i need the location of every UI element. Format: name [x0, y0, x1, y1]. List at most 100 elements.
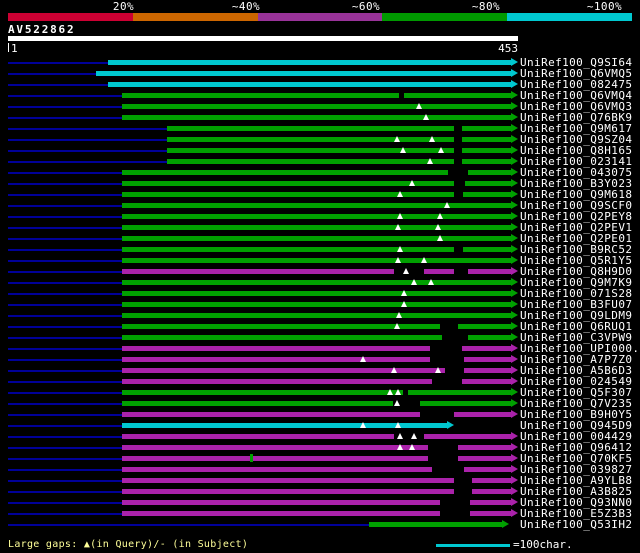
- lead-line: [8, 216, 123, 218]
- alignment-bar[interactable]: [122, 280, 511, 285]
- alignment-bar[interactable]: [122, 170, 511, 175]
- row-label[interactable]: UniRef100_Q5R1Y5: [520, 254, 633, 267]
- row-label[interactable]: UniRef100_071S28: [520, 287, 633, 300]
- query-gap-triangle-icon: [401, 301, 408, 307]
- alignment-bar[interactable]: [122, 368, 511, 373]
- alignment-bar[interactable]: [122, 357, 511, 362]
- alignment-bar[interactable]: [122, 104, 511, 109]
- alignment-bar[interactable]: [122, 192, 511, 197]
- alignment-bar[interactable]: [122, 203, 511, 208]
- alignment-bar[interactable]: [122, 511, 511, 516]
- alignment-bar[interactable]: [122, 379, 511, 384]
- alignment-row: UniRef100_Q6VMQ3: [0, 101, 640, 112]
- alignment-bar[interactable]: [122, 434, 511, 439]
- arrow-head: [511, 113, 518, 121]
- alignment-bar[interactable]: [122, 346, 511, 351]
- alignment-bar[interactable]: [122, 489, 511, 494]
- row-label[interactable]: UniRef100_Q76BK9: [520, 111, 633, 124]
- alignment-bar[interactable]: [122, 313, 511, 318]
- row-label[interactable]: UniRef100_Q6VMQ4: [520, 89, 633, 102]
- row-label[interactable]: UniRef100_Q7V235: [520, 397, 633, 410]
- row-label[interactable]: UniRef100_Q9M617: [520, 122, 633, 135]
- row-label[interactable]: UniRef100_A9YLB8: [520, 474, 633, 487]
- row-label[interactable]: UniRef100_082475: [520, 78, 633, 91]
- row-label[interactable]: UniRef100_Q6VMQ5: [520, 67, 633, 80]
- row-label[interactable]: UniRef100_Q5F307: [520, 386, 633, 399]
- alignment-bar[interactable]: [107, 82, 511, 87]
- alignment-bar[interactable]: [107, 60, 511, 65]
- alignment-bar[interactable]: [122, 236, 511, 241]
- row-label[interactable]: UniRef100_Q6VMQ3: [520, 100, 633, 113]
- row-label[interactable]: UniRef100_024549: [520, 375, 633, 388]
- alignment-row: UniRef100_E5Z3B3: [0, 508, 640, 519]
- lead-line: [8, 381, 123, 383]
- alignment-bar[interactable]: [368, 522, 503, 527]
- row-label[interactable]: UniRef100_039827: [520, 463, 633, 476]
- alignment-bar[interactable]: [122, 302, 511, 307]
- row-label[interactable]: UniRef100_Q9SZ04: [520, 133, 633, 146]
- row-label[interactable]: UniRef100_043075: [520, 166, 633, 179]
- row-label[interactable]: UniRef100_E5Z3B3: [520, 507, 633, 520]
- row-label[interactable]: UniRef100_Q945D9: [520, 419, 633, 432]
- alignment-bar[interactable]: [122, 478, 511, 483]
- row-label[interactable]: UniRef100_023141: [520, 155, 633, 168]
- alignment-bar[interactable]: [166, 126, 511, 131]
- row-label[interactable]: UniRef100_A3B825: [520, 485, 633, 498]
- alignment-bar[interactable]: [122, 247, 511, 252]
- alignment-bar[interactable]: [166, 148, 511, 153]
- alignment-bar[interactable]: [122, 467, 511, 472]
- row-label[interactable]: UniRef100_Q9M618: [520, 188, 633, 201]
- row-label[interactable]: UniRef100_Q2PE01: [520, 232, 633, 245]
- alignment-row: UniRef100_Q9LDM9: [0, 310, 640, 321]
- row-label[interactable]: UniRef100_B9H0Y5: [520, 408, 633, 421]
- alignment-bar[interactable]: [122, 412, 511, 417]
- alignment-bar[interactable]: [122, 390, 511, 395]
- row-label[interactable]: UniRef100_A7P7Z0: [520, 353, 633, 366]
- alignment-bar[interactable]: [166, 137, 511, 142]
- row-label[interactable]: UniRef100_Q2PEY8: [520, 210, 633, 223]
- query-gap-triangle-icon: [391, 367, 398, 373]
- row-label[interactable]: UniRef100_Q9SCF0: [520, 199, 633, 212]
- row-label[interactable]: UniRef100_Q96412: [520, 441, 633, 454]
- row-label[interactable]: UniRef100_Q93NN0: [520, 496, 633, 509]
- row-label[interactable]: UniRef100_Q70KF5: [520, 452, 633, 465]
- alignment-bar[interactable]: [122, 335, 511, 340]
- arrow-head: [511, 234, 518, 242]
- row-label[interactable]: UniRef100_C3VPW9: [520, 331, 633, 344]
- alignment-bar[interactable]: [122, 181, 511, 186]
- row-label[interactable]: UniRef100_UPI000...: [520, 342, 640, 355]
- alignment-bar[interactable]: [122, 93, 511, 98]
- alignment-bar[interactable]: [122, 423, 447, 428]
- alignment-bar[interactable]: [122, 225, 511, 230]
- alignment-bar[interactable]: [122, 291, 511, 296]
- row-label[interactable]: UniRef100_Q8H165: [520, 144, 633, 157]
- row-label[interactable]: UniRef100_004429: [520, 430, 633, 443]
- alignment-bar[interactable]: [122, 258, 511, 263]
- row-label[interactable]: UniRef100_B3FU07: [520, 298, 633, 311]
- alignment-bar[interactable]: [166, 159, 511, 164]
- row-label[interactable]: UniRef100_Q8H9D0: [520, 265, 633, 278]
- alignment-row: UniRef100_043075: [0, 167, 640, 178]
- row-label[interactable]: UniRef100_Q9SI64: [520, 56, 633, 69]
- alignment-bar[interactable]: [122, 115, 511, 120]
- lead-line: [8, 436, 123, 438]
- row-label[interactable]: UniRef100_A5B6D3: [520, 364, 633, 377]
- alignment-bar[interactable]: [122, 445, 511, 450]
- query-gap-triangle-icon: [393, 400, 400, 406]
- alignment-bar[interactable]: [122, 269, 511, 274]
- alignment-bar[interactable]: [122, 214, 511, 219]
- alignment-bar[interactable]: [95, 71, 511, 76]
- alignment-bar[interactable]: [122, 401, 511, 406]
- query-gap-triangle-icon: [429, 136, 436, 142]
- row-label[interactable]: UniRef100_Q9LDM9: [520, 309, 633, 322]
- row-label[interactable]: UniRef100_Q9M7K9: [520, 276, 633, 289]
- alignment-row: UniRef100_071S28: [0, 288, 640, 299]
- alignment-bar[interactable]: [122, 500, 511, 505]
- row-label[interactable]: UniRef100_Q53IH2: [520, 518, 633, 531]
- row-label[interactable]: UniRef100_B9RC52: [520, 243, 633, 256]
- row-label[interactable]: UniRef100_B3Y023: [520, 177, 633, 190]
- alignment-bar[interactable]: [122, 456, 511, 461]
- alignment-bar[interactable]: [122, 324, 511, 329]
- row-label[interactable]: UniRef100_Q2PEV1: [520, 221, 633, 234]
- row-label[interactable]: UniRef100_Q6RUQ1: [520, 320, 633, 333]
